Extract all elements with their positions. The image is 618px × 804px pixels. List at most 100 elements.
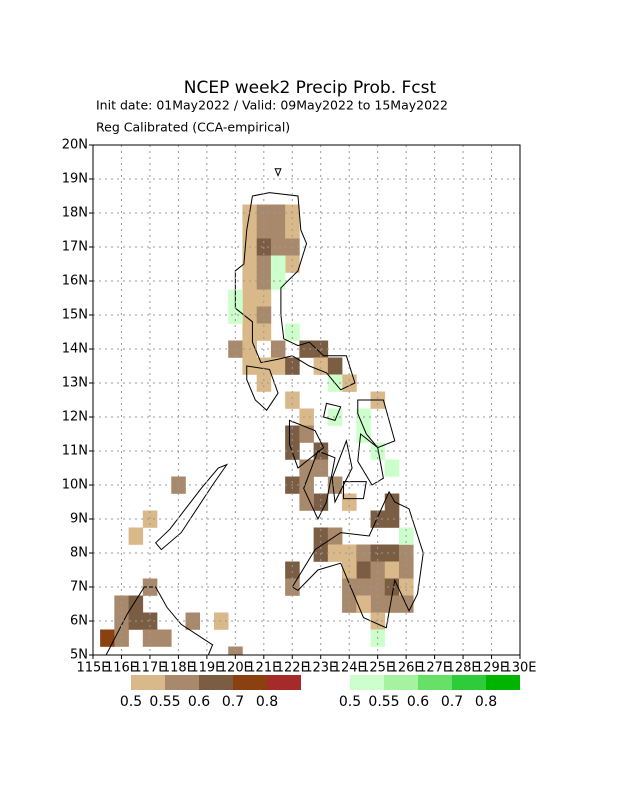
x-tick-label: 120E: [219, 661, 252, 676]
x-tick-label: 115E: [76, 661, 109, 676]
grid-cell: [157, 629, 172, 647]
x-tick-label: 130E: [503, 661, 536, 676]
grid-cell: [270, 238, 286, 256]
legend-label: 0.7: [441, 694, 463, 710]
grid-cell: [270, 357, 286, 375]
grid-cell: [142, 612, 158, 630]
grid-cell: [256, 289, 272, 307]
subtitle: Reg Calibrated (CCA-empirical): [96, 120, 290, 135]
x-tick-label: 123E: [304, 661, 337, 676]
y-tick-label: 17N: [62, 240, 88, 255]
grid-cell: [327, 476, 343, 494]
grid-cell: [299, 425, 314, 443]
x-tick-label: 118E: [162, 661, 195, 676]
grid-cell: [384, 544, 400, 562]
plot-frame: [92, 144, 521, 656]
x-tick-label: 117E: [133, 661, 166, 676]
x-tick-label: 128E: [447, 661, 480, 676]
grid-cell: [299, 493, 314, 511]
axes: 115E116E117E118E119E120E121E122E123E124E…: [62, 138, 537, 676]
y-tick-label: 9N: [70, 512, 88, 527]
grid-cell: [142, 510, 158, 528]
grid-cell: [342, 578, 357, 596]
legend-label: 0.55: [149, 694, 180, 710]
legend-label: 0.8: [475, 694, 497, 710]
grid-cell: [242, 255, 257, 273]
grid-cell: [384, 561, 400, 579]
y-tick-label: 20N: [62, 138, 88, 153]
legend-swatch: [350, 675, 384, 690]
grid-cell: [285, 357, 300, 375]
grid-cell: [256, 255, 272, 273]
y-tick-label: 14N: [62, 342, 88, 357]
legend-swatch: [267, 675, 301, 690]
grid-cell: [384, 459, 400, 477]
grid-cell: [370, 510, 386, 528]
grid-cell: [256, 204, 272, 222]
legend-label: 0.5: [120, 694, 142, 710]
grid-cell: [342, 493, 357, 511]
grid-cell: [313, 459, 329, 477]
grid-cell: [256, 306, 272, 324]
grid-cell: [285, 391, 300, 409]
grid-cell: [100, 629, 115, 647]
grid-cell: [384, 493, 400, 511]
grid-cell: [270, 255, 286, 273]
grid-cell: [356, 595, 371, 613]
grid-cell: [327, 357, 343, 375]
grid-cell: [399, 561, 414, 579]
x-tick-label: 121E: [247, 661, 280, 676]
grid-cell: [384, 510, 400, 528]
y-tick-label: 15N: [62, 308, 88, 323]
grid-cell: [270, 204, 286, 222]
grid-cell: [242, 221, 257, 239]
grid-cell: [114, 595, 129, 613]
subtitle: Init date: 01May2022 / Valid: 09May2022 …: [96, 98, 448, 113]
y-tick-label: 16N: [62, 274, 88, 289]
legend-swatch: [165, 675, 199, 690]
grid-cell: [270, 272, 286, 290]
grid-cell: [242, 323, 257, 341]
grid-cell: [356, 561, 371, 579]
x-tick-label: 116E: [105, 661, 138, 676]
legend-swatch: [233, 675, 267, 690]
grid-cell: [370, 561, 386, 579]
legend-label: 0.5: [339, 694, 361, 710]
x-tick-label: 126E: [390, 661, 423, 676]
legend-label: 0.6: [188, 694, 210, 710]
grid-cell: [256, 357, 272, 375]
grid-cell: [299, 408, 314, 426]
y-tick-label: 10N: [62, 478, 88, 493]
grid-cell: [185, 612, 201, 630]
grid-cell: [242, 289, 257, 307]
chart-title: NCEP week2 Precip Prob. Fcst: [184, 78, 437, 98]
y-tick-label: 5N: [70, 648, 88, 663]
y-tick-label: 13N: [62, 376, 88, 391]
y-tick-label: 11N: [62, 444, 88, 459]
grid-cell: [128, 595, 144, 613]
legend-label: 0.55: [368, 694, 399, 710]
x-tick-label: 129E: [475, 661, 508, 676]
grid-cell: [313, 357, 329, 375]
x-tick-label: 124E: [333, 661, 366, 676]
legend-swatch: [131, 675, 165, 690]
grid-cell: [299, 476, 314, 494]
x-tick-label: 125E: [361, 661, 394, 676]
x-tick-label: 119E: [190, 661, 223, 676]
legend-label: 0.7: [222, 694, 244, 710]
grid-cell: [285, 561, 300, 579]
grid-cell: [128, 527, 144, 545]
y-tick-label: 7N: [70, 580, 88, 595]
grid-cell: [342, 561, 357, 579]
grid-cell: [370, 595, 386, 613]
legend-label: 0.6: [407, 694, 429, 710]
legends: 0.5 0.55 0.6 0.7 0.8 0.5 0.55 0.6 0.7 0.8: [120, 675, 520, 710]
grid-cell: [256, 374, 272, 392]
coastline: [104, 131, 423, 658]
grid-cell: [384, 595, 400, 613]
grid-cell: [299, 340, 314, 358]
grid-cell: [327, 408, 343, 426]
legend-swatch: [199, 675, 233, 690]
y-tick-label: 8N: [70, 546, 88, 561]
